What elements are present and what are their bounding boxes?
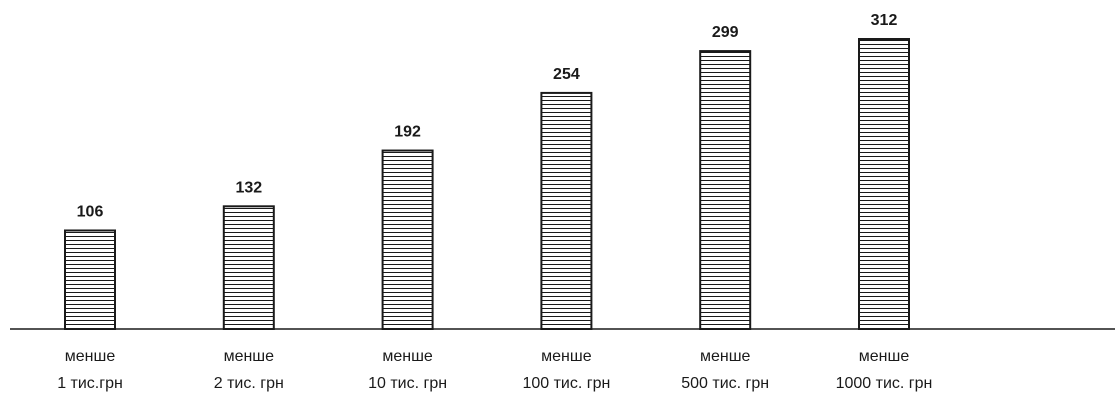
bar-0	[64, 229, 116, 331]
value-label-3: 254	[553, 66, 580, 83]
category-label-0-line-0: менше	[65, 348, 116, 365]
category-label-2-line-1: 10 тис. грн	[368, 375, 447, 392]
bar-4	[699, 50, 752, 330]
bar-1	[222, 205, 275, 330]
category-label-3-line-0: менше	[541, 348, 592, 365]
category-label-4-line-0: менше	[700, 348, 751, 365]
category-label-3-line-1: 100 тис. грн	[522, 375, 610, 392]
value-label-0: 106	[77, 203, 104, 220]
category-label-2-line-0: менше	[382, 348, 433, 365]
value-label-5: 312	[871, 12, 898, 29]
category-label-1-line-1: 2 тис. грн	[214, 375, 284, 392]
bar-2	[381, 149, 434, 330]
category-label-4-line-1: 500 тис. грн	[681, 375, 769, 392]
category-label-1-line-0: менше	[224, 348, 275, 365]
category-labels-group: менше 1 тис.грн менше 2 тис. грн менше 10 тис…	[57, 348, 932, 392]
bars-group	[64, 38, 910, 331]
category-label-5-line-1: 1000 тис. грн	[836, 375, 933, 392]
category-label-0-line-1: 1 тис.грн	[57, 375, 123, 392]
value-labels-group: 106 132 192 254 299 312	[77, 12, 898, 220]
bar-3	[540, 91, 593, 330]
value-label-4: 299	[712, 24, 739, 41]
bar-5	[858, 38, 910, 330]
category-label-5-line-0: менше	[859, 348, 910, 365]
value-label-1: 132	[235, 179, 262, 196]
value-label-2: 192	[394, 124, 421, 141]
